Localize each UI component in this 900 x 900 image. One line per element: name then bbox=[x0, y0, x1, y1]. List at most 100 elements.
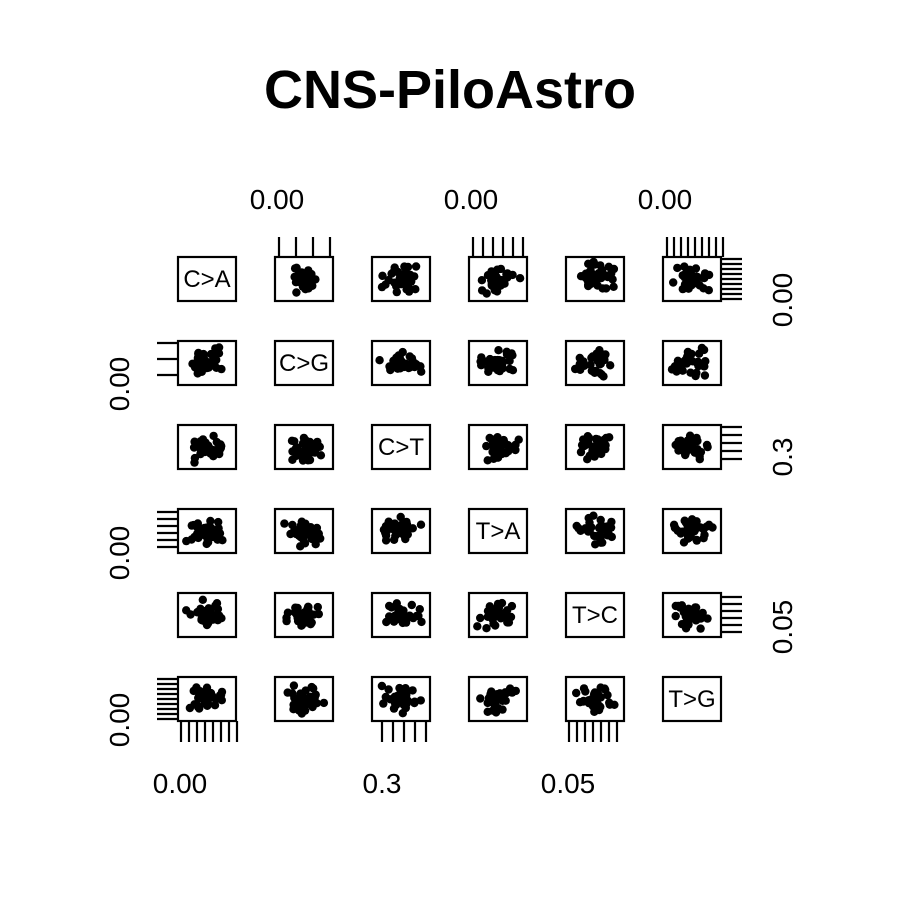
scatter-point bbox=[586, 360, 595, 369]
scatter-point bbox=[303, 456, 313, 465]
panel-frame-5-4 bbox=[564, 675, 626, 723]
scatter-point bbox=[402, 264, 411, 273]
scatter-point bbox=[693, 436, 702, 446]
scatter-point bbox=[578, 697, 588, 706]
scatter-point bbox=[401, 618, 411, 627]
scatter-point bbox=[679, 446, 688, 456]
scatter-point bbox=[598, 284, 607, 293]
scatter-point bbox=[196, 446, 206, 456]
scatter-point bbox=[586, 266, 595, 275]
scatter-point bbox=[482, 624, 491, 633]
scatter-point bbox=[213, 616, 222, 625]
scatter-point bbox=[597, 265, 607, 275]
axis-label-left: 0.00 bbox=[104, 526, 135, 581]
scatter-point bbox=[391, 531, 400, 540]
scatter-point bbox=[596, 515, 605, 525]
scatter-point bbox=[674, 601, 683, 611]
scatter-point bbox=[690, 275, 700, 284]
scatter-point bbox=[600, 684, 609, 693]
scatter-point bbox=[596, 702, 605, 711]
scatter-point bbox=[203, 698, 213, 708]
scatter-point bbox=[571, 364, 580, 374]
axis-label-left: 0.00 bbox=[104, 357, 135, 412]
panel-frame-0-5 bbox=[661, 255, 723, 303]
scatter-point bbox=[300, 706, 310, 715]
panel-frame-3-5 bbox=[661, 507, 723, 555]
panel-frame-5-5 bbox=[661, 675, 723, 723]
scatter-point bbox=[700, 269, 710, 278]
scatter-point bbox=[398, 709, 407, 718]
scatter-point bbox=[384, 275, 393, 285]
scatter-point bbox=[204, 441, 213, 450]
scatter-point bbox=[671, 524, 680, 533]
scatter-point bbox=[381, 528, 390, 537]
panel-frame-0-4 bbox=[564, 255, 626, 303]
scatter-point bbox=[597, 353, 607, 362]
scatter-point bbox=[390, 263, 399, 272]
scatter-point bbox=[583, 432, 592, 441]
scatter-point bbox=[415, 605, 424, 614]
scatter-point bbox=[609, 264, 619, 274]
scatter-point bbox=[587, 523, 596, 532]
scatter-point bbox=[507, 601, 517, 611]
scatter-point bbox=[485, 611, 494, 620]
scatter-point bbox=[385, 613, 394, 622]
scatter-point bbox=[669, 278, 678, 287]
scatter-point bbox=[671, 611, 680, 621]
scatter-point bbox=[185, 703, 195, 713]
scatter-point bbox=[314, 609, 323, 619]
scatter-point bbox=[596, 522, 605, 531]
scatter-point bbox=[676, 436, 685, 445]
scatter-point bbox=[685, 349, 695, 358]
scatter-point bbox=[408, 686, 417, 695]
variable-label-3: T>A bbox=[476, 518, 521, 545]
panel-frame-4-3 bbox=[467, 591, 529, 639]
scatter-point bbox=[280, 519, 289, 528]
scatter-point bbox=[685, 533, 694, 542]
scatter-point bbox=[283, 608, 293, 617]
panel-frame-3-4 bbox=[564, 507, 626, 555]
axis-label-left: 0.00 bbox=[104, 693, 135, 748]
scatter-point bbox=[673, 263, 682, 273]
scatter-point bbox=[489, 619, 498, 628]
scatter-point bbox=[215, 446, 224, 455]
scatter-point bbox=[294, 277, 304, 287]
scatter-point bbox=[407, 354, 417, 363]
panel-frame-3-1 bbox=[273, 507, 335, 555]
scatter-point bbox=[503, 618, 512, 627]
scatter-point bbox=[316, 534, 325, 543]
scatter-point bbox=[603, 690, 612, 700]
scatter-point bbox=[307, 682, 316, 692]
scatter-point bbox=[493, 433, 502, 442]
variable-label-1: C>G bbox=[279, 350, 329, 377]
scatter-point bbox=[692, 535, 701, 545]
panel-frame-5-3 bbox=[467, 675, 529, 723]
scatter-point bbox=[211, 344, 220, 353]
scatter-point bbox=[387, 603, 396, 612]
panel-frame-0-0 bbox=[176, 255, 238, 303]
scatter-point bbox=[678, 527, 687, 536]
panel-frame-1-3 bbox=[467, 339, 529, 387]
axis-label-right: 0.05 bbox=[767, 600, 798, 655]
scatter-point bbox=[680, 359, 690, 368]
scatter-point bbox=[605, 698, 614, 707]
scatter-point bbox=[375, 356, 384, 365]
scatter-point bbox=[392, 363, 401, 372]
scatter-point bbox=[594, 690, 603, 700]
scatter-point bbox=[307, 618, 316, 627]
panel-frame-0-3 bbox=[467, 255, 529, 303]
scatter-point bbox=[204, 363, 213, 372]
scatter-point bbox=[476, 613, 485, 623]
scatter-point bbox=[498, 705, 507, 714]
scatter-point bbox=[290, 437, 299, 446]
scatter-point bbox=[583, 455, 592, 464]
scatter-point bbox=[398, 277, 407, 286]
variable-label-2: C>T bbox=[378, 434, 424, 461]
scatter-point bbox=[290, 693, 299, 703]
scatter-point bbox=[500, 438, 509, 447]
scatter-point bbox=[497, 598, 507, 608]
scatter-point bbox=[515, 274, 525, 283]
scatter-point bbox=[381, 522, 391, 531]
scatter-point bbox=[193, 369, 202, 378]
